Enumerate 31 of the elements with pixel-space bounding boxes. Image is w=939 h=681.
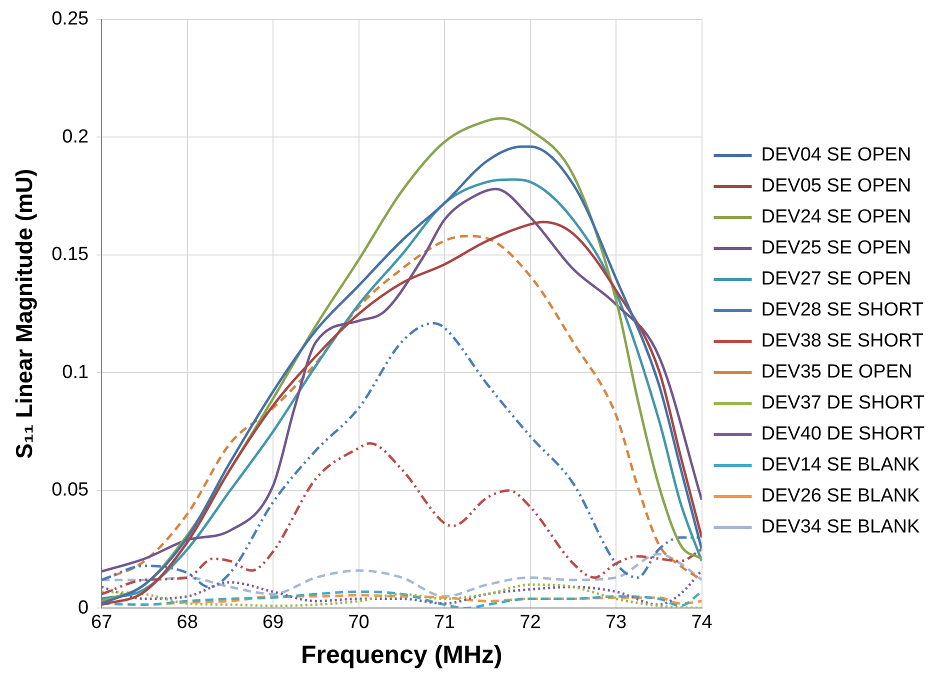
y-tick-label: 0.1 (62, 362, 89, 383)
x-tick-label: 67 (91, 612, 112, 633)
legend-label: DEV14 SE BLANK (761, 454, 920, 476)
legend-label: DEV28 SE SHORT (761, 300, 924, 321)
legend-label: DEV37 DE SHORT (761, 392, 925, 414)
legend-label: DEV05 SE OPEN (761, 176, 912, 197)
line-series (102, 552, 702, 598)
y-tick-label: 0.15 (52, 244, 89, 266)
y-tick-label: 0 (78, 597, 89, 618)
y-tick-label: 0.05 (52, 480, 89, 501)
legend-label: DEV26 SE BLANK (761, 486, 920, 507)
y-tick-label: 0.2 (62, 126, 89, 148)
x-tick-label: 70 (348, 612, 370, 633)
y-tick-label: 0.25 (52, 8, 89, 30)
x-tick-label: 72 (520, 612, 541, 633)
x-tick-label: 69 (262, 612, 284, 633)
x-axis-title: Frequency (MHz) (300, 640, 502, 669)
legend-label: DEV27 SE OPEN (761, 268, 912, 290)
legend-label: DEV40 DE SHORT (761, 424, 925, 445)
x-tick-label: 73 (605, 612, 627, 633)
x-tick-label: 74 (691, 612, 713, 633)
legend-label: DEV25 SE OPEN (761, 238, 912, 259)
legend-label: DEV24 SE OPEN (761, 206, 912, 228)
legend-label: DEV34 SE BLANK (761, 516, 920, 538)
legend-label: DEV38 SE SHORT (761, 330, 924, 352)
x-tick-label: 71 (434, 612, 456, 633)
y-axis-title: S₁₁ Linear Magnitude (mU) (11, 168, 38, 459)
line-series (102, 569, 702, 606)
legend-label: DEV04 SE OPEN (761, 144, 912, 166)
x-tick-label: 68 (176, 612, 198, 633)
legend-label: DEV35 DE OPEN (761, 362, 912, 383)
